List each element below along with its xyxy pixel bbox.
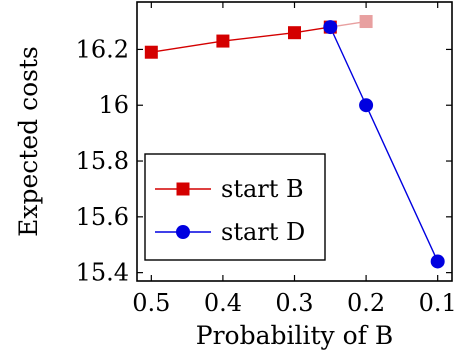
- series-line-start-b: [151, 26, 331, 53]
- x-axis: 0.5 0.4 0.3 0.2 0.1: [132, 2, 457, 317]
- y-tick-label: 16.2: [76, 35, 129, 63]
- x-tick-label: 0.5: [132, 289, 170, 317]
- data-point-start-b-faded: [359, 15, 373, 29]
- data-point-start-b: [144, 45, 158, 59]
- legend-marker-start-b: [176, 182, 190, 196]
- x-tick-label: 0.2: [347, 289, 385, 317]
- data-point-start-d: [359, 98, 374, 113]
- legend: start B start D: [144, 153, 326, 261]
- y-tick-label: 15.6: [76, 203, 129, 231]
- plot-area: [144, 15, 445, 269]
- data-point-start-b: [216, 34, 230, 48]
- x-axis-label: Probability of B: [196, 321, 393, 350]
- legend-box: [144, 153, 326, 261]
- data-point-start-b: [288, 26, 301, 40]
- x-tick-label: 0.1: [419, 289, 457, 317]
- y-tick-label: 15.4: [76, 259, 129, 287]
- data-point-start-d: [323, 20, 338, 35]
- series-line-start-d: [329, 26, 439, 262]
- x-tick-label: 0.4: [204, 289, 242, 317]
- y-axis-label: Expected costs: [14, 46, 43, 237]
- data-point-start-d: [430, 254, 445, 269]
- y-axis: 15.4 15.6 15.8 16 16.2: [76, 35, 452, 287]
- y-tick-label: 16: [98, 91, 129, 119]
- legend-label-start-b: start B: [221, 175, 304, 203]
- y-tick-label: 15.8: [76, 147, 129, 175]
- x-tick-label: 0.3: [275, 289, 313, 317]
- legend-marker-start-d: [176, 225, 190, 239]
- legend-label-start-d: start D: [221, 218, 305, 246]
